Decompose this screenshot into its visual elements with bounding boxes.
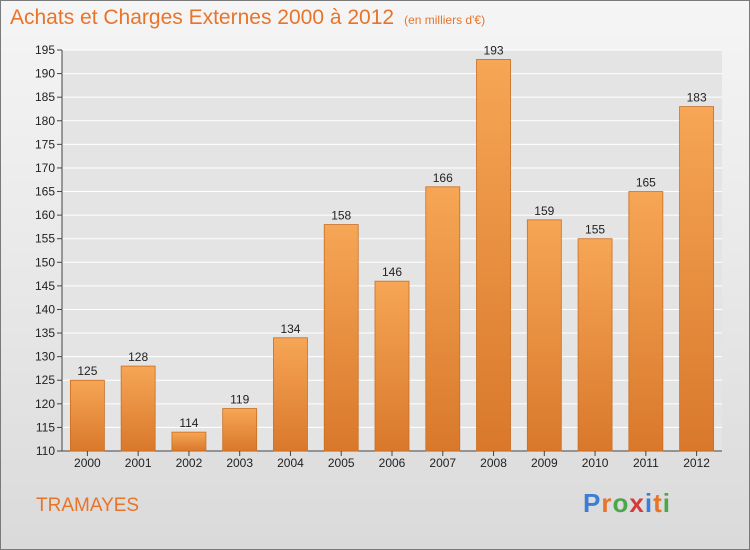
- bar: [273, 337, 308, 452]
- x-tick-label: 2009: [531, 456, 558, 470]
- bar: [577, 238, 613, 452]
- y-tick-label: 160: [35, 208, 55, 222]
- y-tick-label: 110: [36, 444, 55, 458]
- y-tick-label: 145: [35, 279, 55, 293]
- y-tick-label: 135: [35, 326, 55, 340]
- y-tick-label: 155: [35, 232, 55, 246]
- x-tick-label: 2007: [429, 456, 456, 470]
- logo-letter: x: [629, 488, 645, 518]
- bar: [120, 365, 156, 452]
- y-tick-label: 195: [35, 43, 55, 57]
- x-tick-label: 2000: [74, 456, 101, 470]
- x-tick-label: 2011: [633, 456, 659, 470]
- y-tick-label: 130: [35, 350, 55, 364]
- y-tick-label: 115: [36, 420, 55, 434]
- chart-title: Achats et Charges Externes 2000 à 2012 (e…: [10, 6, 485, 30]
- data-label: 155: [585, 223, 605, 237]
- x-tick-label: 2006: [379, 456, 406, 470]
- data-label: 119: [230, 393, 249, 407]
- data-label: 134: [280, 322, 300, 336]
- bar: [476, 59, 511, 452]
- y-tick-label: 165: [35, 185, 55, 199]
- data-label: 146: [382, 265, 402, 279]
- proxiti-logo: Proxiti: [583, 488, 671, 519]
- data-label: 128: [128, 350, 148, 364]
- logo-letter: P: [583, 488, 602, 518]
- y-tick-label: 140: [35, 302, 55, 316]
- y-tick-label: 190: [35, 67, 55, 81]
- y-tick-label: 175: [35, 137, 55, 151]
- x-tick-label: 2003: [226, 456, 253, 470]
- logo-letter: t: [653, 488, 663, 518]
- logo-letter: o: [612, 488, 630, 518]
- bar: [69, 379, 105, 452]
- x-tick-label: 2008: [480, 456, 507, 470]
- y-tick-label: 125: [35, 373, 55, 387]
- bar: [323, 224, 359, 452]
- logo-letter: i: [644, 488, 654, 518]
- bar: [628, 191, 664, 452]
- x-tick-label: 2004: [277, 456, 304, 470]
- data-label: 114: [179, 416, 198, 430]
- data-label: 125: [77, 364, 97, 378]
- data-label: 193: [484, 43, 504, 57]
- bar: [171, 431, 207, 452]
- x-tick-label: 2005: [328, 456, 355, 470]
- chart-title-text: Achats et Charges Externes 2000 à 2012: [10, 6, 395, 29]
- bar: [425, 186, 461, 452]
- data-label: 159: [534, 204, 554, 218]
- y-tick-label: 170: [35, 161, 55, 175]
- bar: [222, 408, 258, 452]
- x-tick-label: 2001: [125, 456, 152, 470]
- y-tick-label: 150: [35, 255, 55, 269]
- x-tick-label: 2012: [683, 456, 710, 470]
- bar: [679, 106, 715, 452]
- data-label: 183: [687, 91, 707, 105]
- y-tick-label: 120: [35, 397, 55, 411]
- data-label: 166: [433, 171, 453, 185]
- y-tick-label: 185: [35, 90, 55, 104]
- x-tick-label: 2010: [582, 456, 609, 470]
- bar: [374, 280, 410, 452]
- data-label: 165: [636, 176, 656, 190]
- x-tick-label: 2002: [176, 456, 203, 470]
- y-tick-label: 180: [35, 114, 55, 128]
- place-name: TRAMAYES: [36, 495, 140, 516]
- chart-subtitle: (en milliers d'€): [404, 13, 486, 27]
- logo-letter: r: [601, 488, 613, 518]
- bar: [526, 219, 562, 452]
- logo-letter: i: [662, 488, 671, 518]
- data-label: 158: [331, 209, 351, 223]
